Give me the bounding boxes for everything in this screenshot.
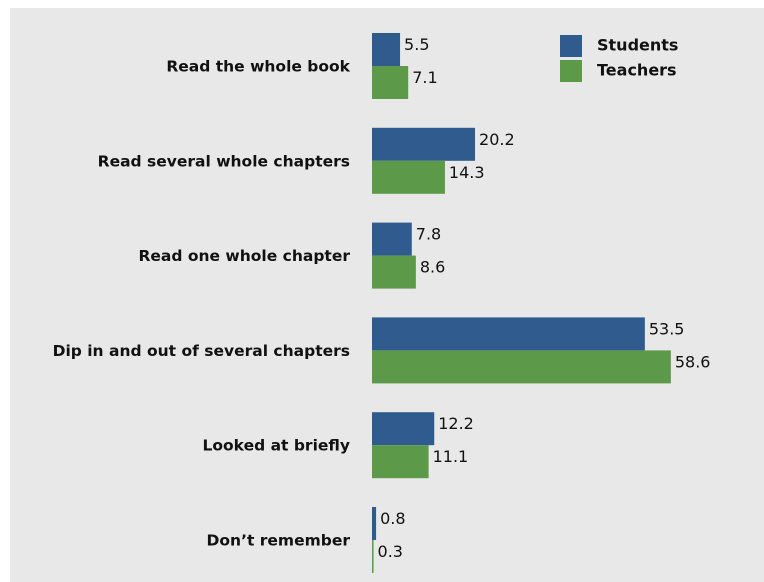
value-label: 7.8 bbox=[416, 225, 441, 244]
bar bbox=[372, 222, 412, 256]
category-label: Dip in and out of several chapters bbox=[53, 342, 350, 360]
bar bbox=[372, 507, 377, 540]
value-label: 0.8 bbox=[380, 509, 405, 528]
value-label: 53.5 bbox=[649, 319, 685, 338]
bar bbox=[372, 445, 429, 479]
category-label: Read several whole chapters bbox=[98, 152, 350, 170]
category-label: Read the whole book bbox=[166, 58, 350, 76]
bar bbox=[372, 317, 645, 351]
value-label: 14.3 bbox=[449, 163, 485, 182]
legend-swatch bbox=[560, 35, 582, 57]
plot-background bbox=[10, 8, 764, 582]
value-label: 5.5 bbox=[404, 35, 429, 54]
bar bbox=[372, 66, 409, 99]
legend-label: Teachers bbox=[597, 61, 677, 80]
bar bbox=[372, 255, 416, 289]
value-label: 11.1 bbox=[433, 447, 469, 466]
category-label: Don’t remember bbox=[207, 532, 351, 550]
value-label: 58.6 bbox=[675, 352, 711, 371]
category-label: Read one whole chapter bbox=[138, 247, 350, 265]
value-label: 8.6 bbox=[420, 258, 445, 277]
bar bbox=[372, 540, 374, 573]
legend-swatch bbox=[560, 60, 582, 82]
value-label: 0.3 bbox=[378, 542, 403, 561]
bar bbox=[372, 127, 476, 161]
value-label: 7.1 bbox=[412, 68, 437, 87]
bar bbox=[372, 160, 445, 194]
category-label: Looked at briefly bbox=[203, 437, 351, 455]
legend-label: Students bbox=[597, 36, 678, 55]
value-label: 20.2 bbox=[479, 130, 515, 149]
bar bbox=[372, 33, 401, 66]
bar bbox=[372, 412, 435, 446]
bar bbox=[372, 350, 671, 384]
value-label: 12.2 bbox=[438, 414, 474, 433]
